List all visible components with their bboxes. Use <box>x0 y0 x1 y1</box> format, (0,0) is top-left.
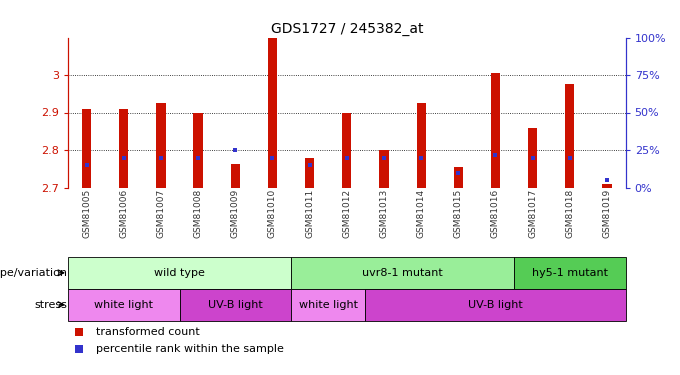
Bar <box>68 257 291 289</box>
Bar <box>565 84 575 188</box>
Bar <box>454 167 463 188</box>
Text: transformed count: transformed count <box>96 327 200 337</box>
Text: white light: white light <box>299 300 358 310</box>
Bar <box>342 112 352 188</box>
Bar <box>514 257 626 289</box>
Bar <box>416 103 426 188</box>
Bar <box>291 289 365 321</box>
Title: GDS1727 / 245382_at: GDS1727 / 245382_at <box>271 22 423 36</box>
Bar <box>194 112 203 188</box>
Text: uvr8-1 mutant: uvr8-1 mutant <box>362 268 443 278</box>
Text: UV-B light: UV-B light <box>468 300 523 310</box>
Bar <box>291 257 514 289</box>
Text: genotype/variation: genotype/variation <box>0 268 67 278</box>
Text: UV-B light: UV-B light <box>208 300 262 310</box>
Text: wild type: wild type <box>154 268 205 278</box>
Text: percentile rank within the sample: percentile rank within the sample <box>96 344 284 354</box>
Bar <box>305 158 314 188</box>
Bar <box>119 109 129 188</box>
Bar <box>156 103 166 188</box>
Bar <box>602 184 612 188</box>
Bar <box>180 289 291 321</box>
Bar <box>379 150 389 188</box>
Bar <box>231 164 240 188</box>
Bar <box>82 109 91 188</box>
Text: stress: stress <box>35 300 67 310</box>
Text: white light: white light <box>95 300 153 310</box>
Bar <box>365 289 626 321</box>
Text: hy5-1 mutant: hy5-1 mutant <box>532 268 608 278</box>
Bar <box>491 73 500 188</box>
Bar <box>528 128 537 188</box>
Bar <box>268 0 277 188</box>
Bar <box>68 289 180 321</box>
